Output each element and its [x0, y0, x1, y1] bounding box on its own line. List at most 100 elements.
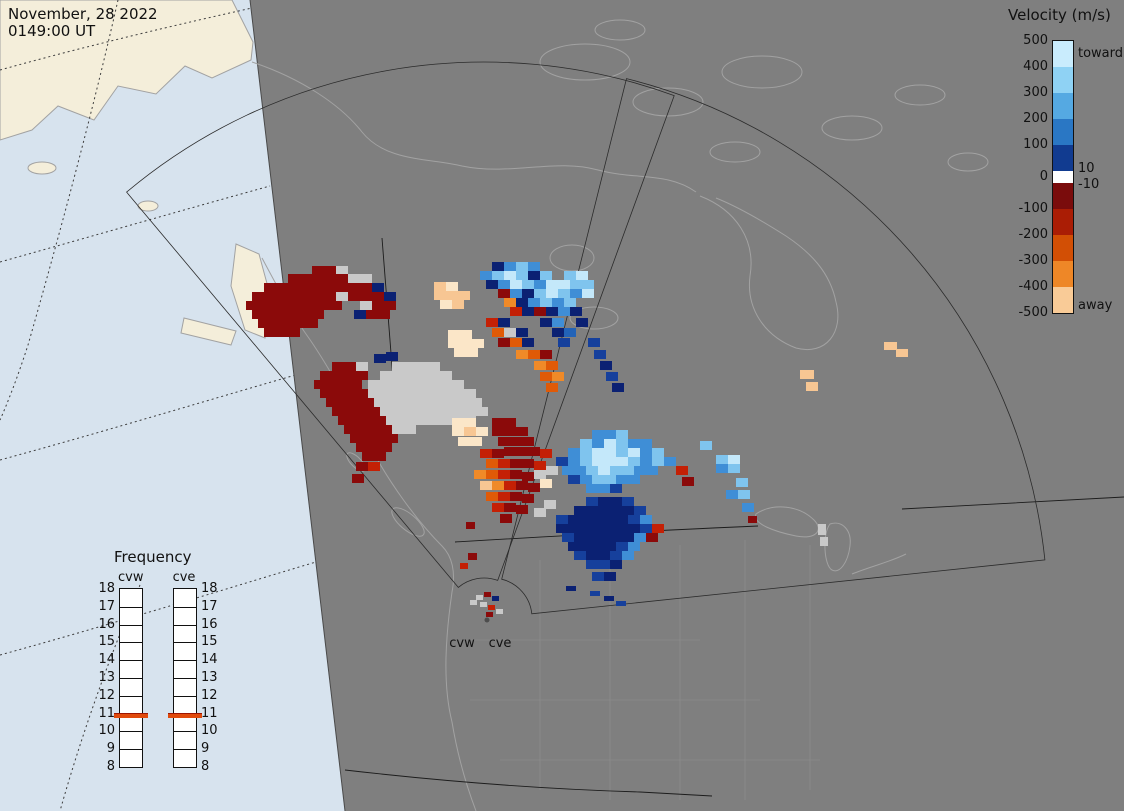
velocity-cell: [504, 481, 516, 490]
velocity-cell: [386, 416, 398, 425]
velocity-cell: [628, 475, 640, 484]
velocity-cell: [386, 398, 398, 407]
frequency-tick-label: 16: [201, 616, 218, 632]
velocity-cell: [628, 448, 640, 457]
velocity-cell: [458, 437, 470, 446]
velocity-cell: [640, 524, 652, 533]
velocity-cell: [446, 282, 458, 291]
frequency-bar-tickline: [120, 642, 142, 644]
velocity-cell: [392, 407, 404, 416]
velocity-cell: [522, 494, 534, 503]
velocity-cell: [568, 524, 580, 533]
velocity-cell: [332, 389, 344, 398]
velocity-cell: [540, 479, 552, 488]
frequency-bar-cvw: [119, 588, 143, 768]
frequency-tick-label: 17: [98, 598, 115, 614]
timestamp-block: November, 28 2022 0149:00 UT: [8, 6, 158, 40]
velocity-cell: [616, 601, 626, 606]
velocity-cell: [582, 280, 594, 289]
velocity-cell: [540, 350, 552, 359]
velocity-cell: [634, 533, 646, 542]
velocity-colorbar: [1052, 40, 1074, 314]
velocity-cell: [558, 280, 570, 289]
velocity-cell: [610, 560, 622, 569]
velocity-cell: [288, 292, 300, 301]
velocity-cell: [484, 592, 491, 597]
velocity-cell: [300, 274, 312, 283]
velocity-cell: [360, 301, 372, 310]
velocity-cell: [652, 448, 664, 457]
velocity-cell: [440, 416, 452, 425]
velocity-cell: [464, 407, 476, 416]
velocity-cell: [552, 298, 564, 307]
velocity-cell: [460, 339, 472, 348]
velocity-cell: [610, 466, 622, 475]
velocity-cell: [604, 542, 616, 551]
velocity-cell: [446, 398, 458, 407]
velocity-cell: [492, 418, 504, 427]
velocity-cell: [574, 506, 586, 515]
frequency-tick-label: 12: [201, 687, 218, 703]
velocity-cell: [604, 439, 616, 448]
velocity-tick-label: -100: [1018, 201, 1048, 216]
velocity-cell: [446, 291, 458, 300]
velocity-cell: [534, 461, 546, 470]
velocity-cell: [312, 310, 324, 319]
velocity-cell: [598, 497, 610, 506]
velocity-cell: [586, 484, 598, 493]
velocity-cell: [384, 301, 396, 310]
velocity-cell: [356, 407, 368, 416]
velocity-cell: [516, 262, 528, 271]
frequency-bar-tickline: [174, 660, 196, 662]
velocity-cell: [282, 301, 294, 310]
velocity-cell: [556, 515, 568, 524]
velocity-cell: [486, 492, 498, 501]
velocity-cell: [622, 466, 634, 475]
velocity-legend-title: Velocity (m/s): [1008, 6, 1111, 24]
velocity-cell: [348, 283, 360, 292]
velocity-cell: [616, 439, 628, 448]
velocity-cell: [354, 310, 366, 319]
velocity-cell: [392, 425, 404, 434]
frequency-tick-label: 8: [201, 759, 210, 774]
velocity-cell: [410, 398, 422, 407]
velocity-cell: [612, 383, 624, 392]
velocity-cell: [562, 466, 574, 475]
velocity-cell: [534, 289, 546, 298]
velocity-cell: [504, 328, 516, 337]
velocity-cell: [528, 483, 540, 492]
velocity-cell: [492, 596, 499, 601]
velocity-cell: [498, 459, 510, 468]
velocity-cell: [516, 505, 528, 514]
velocity-cell: [616, 457, 628, 466]
velocity-cell: [682, 477, 694, 486]
velocity-cell: [360, 274, 372, 283]
velocity-cell: [488, 605, 495, 610]
velocity-cell: [428, 362, 440, 371]
velocity-cell: [492, 503, 504, 512]
velocity-cell: [586, 466, 598, 475]
velocity-cell: [356, 425, 368, 434]
velocity-cell: [546, 383, 558, 392]
velocity-cell: [534, 470, 546, 479]
velocity-cell: [326, 380, 338, 389]
velocity-cell: [728, 464, 740, 473]
velocity-cell: [498, 470, 510, 479]
colorbar-segment-away: [1053, 209, 1073, 235]
velocity-cell: [558, 289, 570, 298]
velocity-cell: [468, 553, 477, 560]
velocity-cell: [448, 330, 460, 339]
velocity-cell: [616, 475, 628, 484]
velocity-cell: [540, 298, 552, 307]
velocity-cell: [604, 596, 614, 601]
velocity-cell: [362, 434, 374, 443]
velocity-cell: [356, 371, 368, 380]
velocity-cell: [306, 319, 318, 328]
velocity-cell: [580, 475, 592, 484]
time-text: 0149:00 UT: [8, 22, 96, 40]
velocity-cell: [270, 319, 282, 328]
velocity-cell: [598, 560, 610, 569]
velocity-cell: [628, 457, 640, 466]
velocity-cell: [486, 470, 498, 479]
state-borders: [470, 540, 820, 800]
